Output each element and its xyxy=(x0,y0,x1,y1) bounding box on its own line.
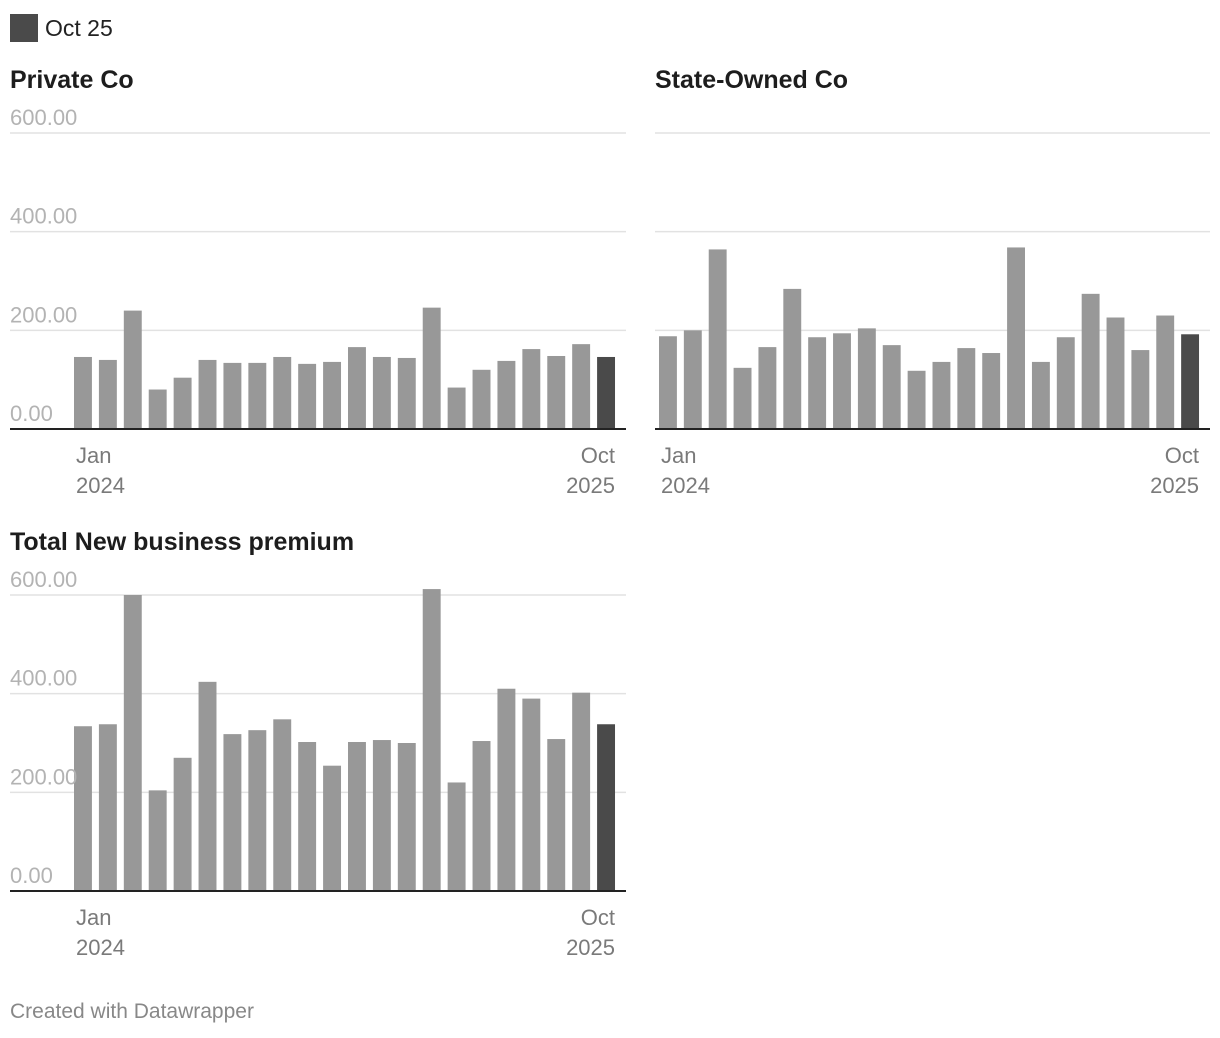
bar xyxy=(397,357,416,429)
bar xyxy=(173,757,192,891)
y-tick-label: 400.00 xyxy=(10,204,77,229)
x-tick-label: Jan xyxy=(661,443,696,468)
bar xyxy=(708,249,727,429)
y-tick-label: 200.00 xyxy=(10,764,77,789)
bar xyxy=(1081,293,1100,429)
bar xyxy=(597,724,616,891)
bar xyxy=(173,377,192,429)
bar xyxy=(932,361,951,429)
bar xyxy=(98,359,117,429)
bar xyxy=(733,367,752,429)
bar xyxy=(372,740,391,891)
bar xyxy=(397,743,416,891)
y-tick-label: 400.00 xyxy=(10,666,77,691)
legend-swatch xyxy=(10,14,38,42)
bar xyxy=(522,349,541,429)
bar xyxy=(273,719,292,891)
bar xyxy=(248,362,267,429)
bar xyxy=(273,356,292,429)
chart-panel-private-co: Private Co 600.00 400.00 200.00 0.00 Jan 2024… xyxy=(10,66,626,506)
bar-chart-total-new-business-premium: 600.00 400.00 200.00 0.00 Jan 2024 Oct 2025 xyxy=(10,567,626,960)
bar xyxy=(323,361,342,429)
bar xyxy=(1181,334,1200,429)
bar xyxy=(957,348,976,429)
bar xyxy=(1131,350,1150,429)
bar xyxy=(348,347,366,429)
bar xyxy=(148,389,167,429)
bar-chart-state-owned-co: Jan 2024 Oct 2025 xyxy=(655,132,1210,498)
bar xyxy=(547,739,566,891)
bar xyxy=(447,387,466,429)
x-tick-label: Jan xyxy=(76,443,111,468)
bar xyxy=(323,765,342,891)
bar xyxy=(907,370,926,429)
bar xyxy=(1056,337,1075,429)
bar xyxy=(348,742,366,891)
bar xyxy=(497,360,516,429)
bar-chart-private-co: 600.00 400.00 200.00 0.00 Jan 2024 Oct 2025 xyxy=(10,105,626,498)
bar xyxy=(783,288,802,429)
bar xyxy=(1156,315,1175,429)
bar xyxy=(248,730,267,891)
bar xyxy=(597,356,616,429)
x-tick-label: 2024 xyxy=(661,473,710,498)
bar xyxy=(1106,317,1125,429)
x-tick-label: Jan xyxy=(76,905,111,930)
bar xyxy=(572,344,591,429)
x-tick-label: 2025 xyxy=(566,473,615,498)
bar xyxy=(123,595,142,891)
bar xyxy=(298,363,317,429)
x-tick-label: Oct xyxy=(1165,443,1199,468)
chart-title: State-Owned Co xyxy=(655,66,849,94)
y-tick-label: 0.00 xyxy=(10,401,53,426)
bar xyxy=(98,724,117,891)
bar xyxy=(833,333,851,429)
chart-title: Total New business premium xyxy=(10,528,355,556)
bar xyxy=(497,688,516,891)
bar xyxy=(472,369,491,429)
legend-label: Oct 25 xyxy=(45,14,113,41)
bar xyxy=(198,359,217,429)
legend: Oct 25 xyxy=(10,14,113,42)
bar xyxy=(223,362,242,429)
y-tick-label: 200.00 xyxy=(10,302,77,327)
bar xyxy=(758,347,777,429)
y-tick-label: 0.00 xyxy=(10,863,53,888)
chart-panel-state-owned-co: State-Owned Co Jan 2024 Oct 2025 xyxy=(655,66,1210,506)
bar xyxy=(882,345,901,429)
chart-title: Private Co xyxy=(10,66,134,94)
footer-credit: Created with Datawrapper xyxy=(10,1000,254,1023)
bar xyxy=(472,741,491,891)
y-tick-label: 600.00 xyxy=(10,567,77,592)
bar xyxy=(198,681,217,891)
bar xyxy=(547,355,566,429)
bar xyxy=(148,790,167,891)
chart-panel-total-new-business-premium: Total New business premium 600.00 400.00 2… xyxy=(10,528,626,968)
bar xyxy=(522,698,541,891)
bar xyxy=(422,307,441,429)
bar xyxy=(74,356,92,429)
x-tick-label: 2024 xyxy=(76,935,125,960)
bar xyxy=(372,356,391,429)
bar xyxy=(447,782,466,891)
bar xyxy=(223,734,242,891)
bar xyxy=(422,589,441,891)
x-tick-label: 2025 xyxy=(1150,473,1199,498)
bar xyxy=(572,692,591,891)
x-tick-label: Oct xyxy=(581,905,615,930)
x-tick-label: 2025 xyxy=(566,935,615,960)
bar xyxy=(659,336,677,429)
bar xyxy=(683,330,702,429)
bar xyxy=(74,726,92,891)
bar xyxy=(857,328,876,429)
bar xyxy=(1031,361,1050,429)
y-tick-label: 600.00 xyxy=(10,105,77,130)
bar xyxy=(982,353,1001,429)
x-tick-label: 2024 xyxy=(76,473,125,498)
bar xyxy=(1007,247,1025,429)
bar xyxy=(808,337,827,429)
x-tick-label: Oct xyxy=(581,443,615,468)
bar xyxy=(298,742,317,891)
bar xyxy=(123,310,142,429)
